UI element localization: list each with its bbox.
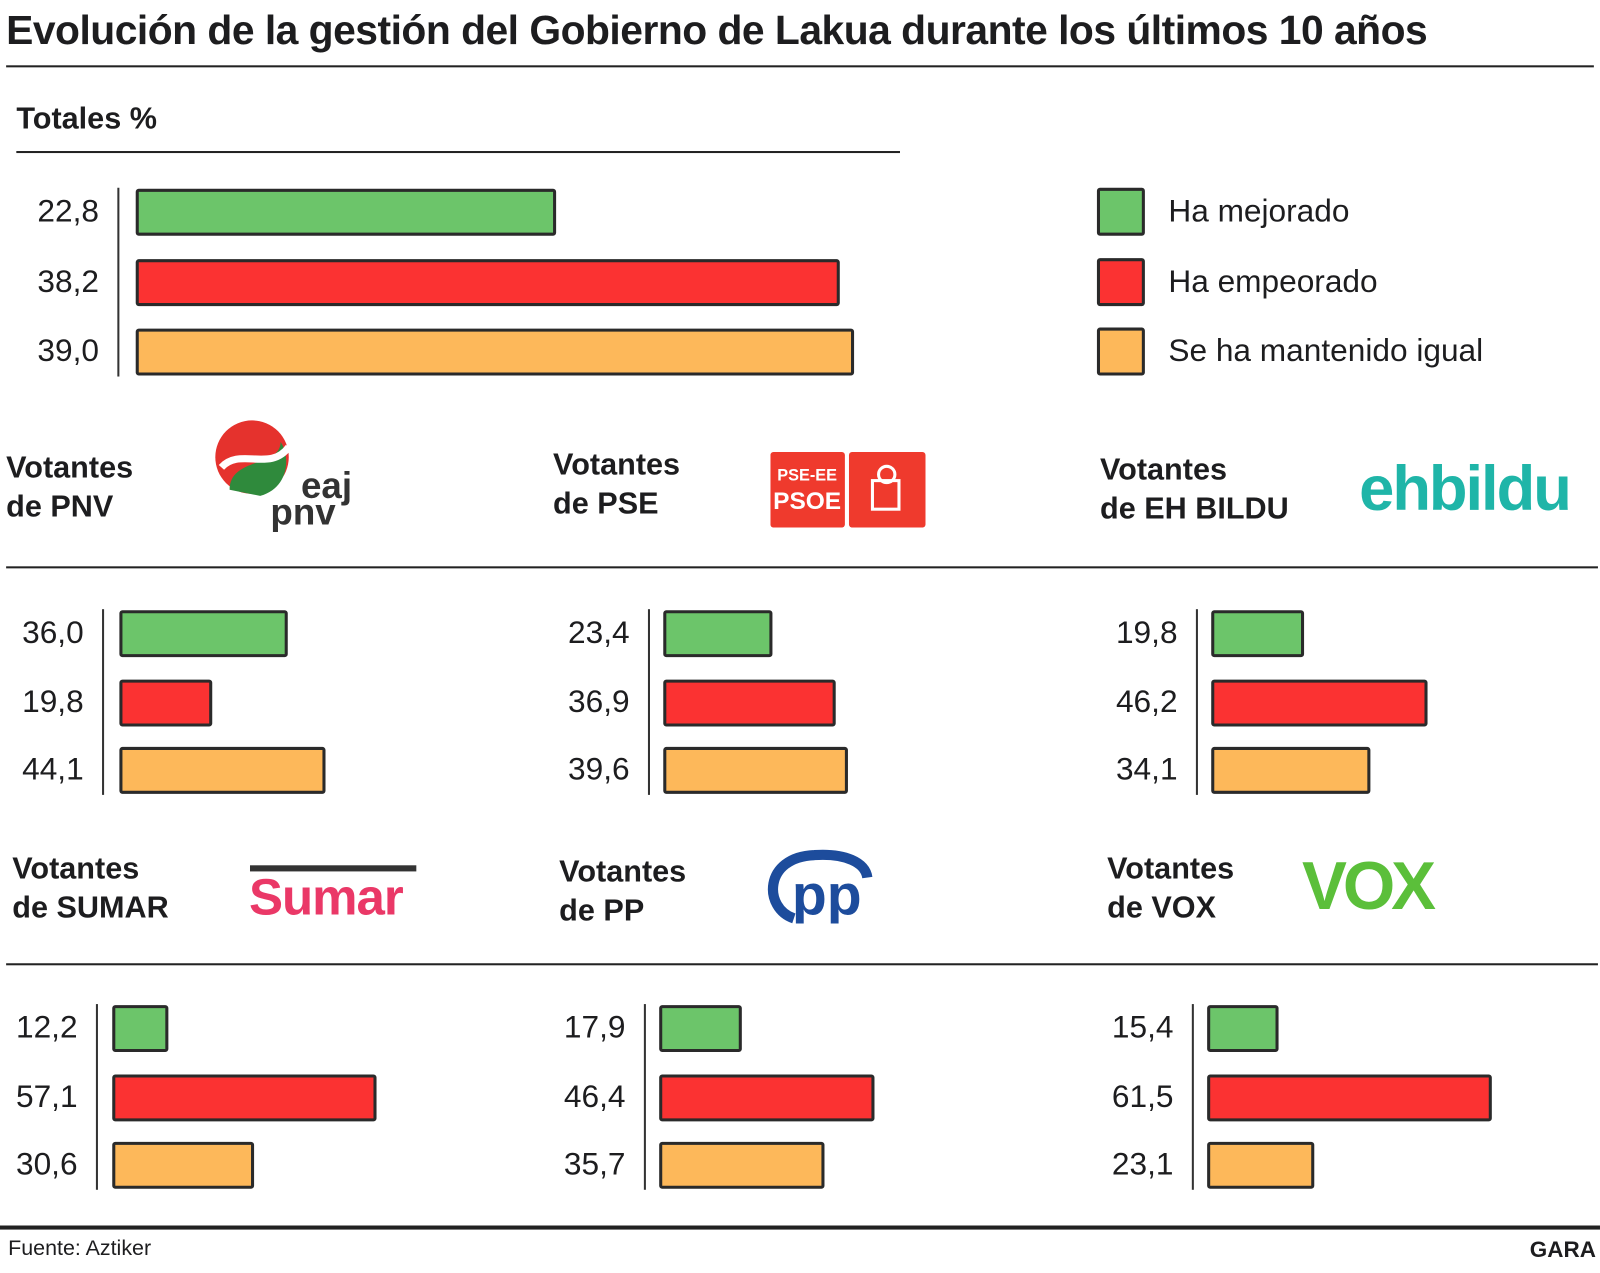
group-title-line: Votantes xyxy=(1107,852,1235,886)
group-title-line: de VOX xyxy=(1107,890,1217,925)
bar-mejorado xyxy=(1207,1005,1279,1053)
axis-line-3 xyxy=(1195,609,1198,795)
bar-igual xyxy=(1207,1141,1315,1189)
bar-mejorado xyxy=(119,610,288,658)
value-label: 12,2 xyxy=(15,1009,78,1045)
svg-text:pp: pp xyxy=(792,863,862,923)
footer-divider xyxy=(0,1225,1600,1230)
pnv-logo: eaj pnv xyxy=(215,420,352,532)
value-label: 38,2 xyxy=(37,263,99,299)
value-label: 22,8 xyxy=(37,192,99,229)
group-title: Votantes de PSE xyxy=(553,446,680,524)
svg-text:pnv: pnv xyxy=(270,491,336,532)
axis-line-6 xyxy=(1191,1004,1194,1190)
svg-text:PSOE: PSOE xyxy=(773,488,841,515)
group-title: Votantes de SUMAR xyxy=(12,850,168,928)
bar-empeorado xyxy=(659,1074,875,1122)
group-title-line: Votantes xyxy=(1099,453,1227,487)
group-title-line: Votantes xyxy=(553,447,681,482)
value-label: 46,4 xyxy=(563,1078,626,1115)
sumar-logo-bar xyxy=(249,865,417,872)
value-label: 57,1 xyxy=(15,1078,78,1115)
pp-logo: pp xyxy=(767,849,873,923)
bar-igual xyxy=(119,746,326,794)
bar-empeorado xyxy=(135,259,840,307)
totals-divider xyxy=(16,151,900,154)
totals-heading: Totales % xyxy=(16,102,157,136)
title-divider xyxy=(6,65,1594,68)
group-title-line: de EH BILDU xyxy=(1099,491,1289,526)
bar-igual xyxy=(1211,746,1371,794)
bar-empeorado xyxy=(1207,1074,1493,1122)
value-label: 15,4 xyxy=(1111,1009,1174,1045)
value-label: 61,5 xyxy=(1111,1078,1174,1115)
value-label: 17,9 xyxy=(563,1009,626,1045)
svg-text:PSE-EE: PSE-EE xyxy=(777,467,837,485)
group-title-line: de PNV xyxy=(6,489,114,524)
bar-empeorado xyxy=(112,1074,377,1122)
value-label: 46,2 xyxy=(1115,683,1178,720)
value-label: 44,1 xyxy=(22,751,84,787)
legend-swatch-mejorado xyxy=(1096,187,1145,236)
bar-empeorado xyxy=(1211,679,1428,727)
bar-mejorado xyxy=(112,1005,169,1053)
bar-igual xyxy=(135,328,855,376)
value-label: 23,4 xyxy=(568,614,630,650)
group-title-line: Votantes xyxy=(6,451,134,485)
value-label: 19,8 xyxy=(22,683,84,720)
group-title: Votantes de PNV xyxy=(6,449,133,527)
group-title: Votantes de VOX xyxy=(1107,850,1234,928)
group-title-line: Votantes xyxy=(12,852,140,886)
source-note: Fuente: Aztiker xyxy=(8,1236,152,1261)
vox-logo: VOX xyxy=(1302,847,1436,924)
legend-swatch-empeorado xyxy=(1096,258,1145,307)
bar-empeorado xyxy=(663,679,836,727)
axis-line-1 xyxy=(102,609,105,795)
group-title-line: de PSE xyxy=(553,486,659,521)
group-title-line: de SUMAR xyxy=(12,890,169,925)
psoe-logo: PSE-EE PSOE xyxy=(770,452,926,528)
value-label: 19,8 xyxy=(1115,614,1178,650)
bar-igual xyxy=(659,1141,825,1189)
value-label: 34,1 xyxy=(1115,751,1178,787)
value-label: 36,0 xyxy=(22,614,84,650)
sumar-logo: Sumar xyxy=(248,868,404,926)
svg-text:eaj: eaj xyxy=(301,465,352,506)
bar-igual xyxy=(663,746,849,794)
axis-line-2 xyxy=(647,609,650,795)
value-label: 39,0 xyxy=(37,332,99,369)
value-label: 39,6 xyxy=(568,751,630,787)
group-title: Votantes de EH BILDU xyxy=(1100,451,1289,529)
ehbildu-logo: ehbildu xyxy=(1359,454,1572,525)
bar-mejorado xyxy=(135,188,556,236)
group-title: Votantes de PP xyxy=(559,853,686,931)
legend-label-igual: Se ha mantenido igual xyxy=(1168,332,1484,369)
axis-line-0 xyxy=(117,187,120,377)
value-label: 23,1 xyxy=(1111,1145,1174,1182)
brand-logo: GARA xyxy=(1529,1236,1596,1263)
group-title-line: Votantes xyxy=(559,855,687,889)
section-divider-1 xyxy=(6,566,1598,569)
bar-mejorado xyxy=(659,1005,743,1053)
value-label: 36,9 xyxy=(568,683,630,720)
value-label: 35,7 xyxy=(563,1145,626,1182)
axis-line-4 xyxy=(95,1004,98,1190)
section-divider-2 xyxy=(6,963,1598,966)
legend-swatch-igual xyxy=(1096,327,1145,376)
legend-label-mejorado: Ha mejorado xyxy=(1168,192,1350,229)
legend-label-empeorado: Ha empeorado xyxy=(1168,263,1378,299)
bar-mejorado xyxy=(663,610,773,658)
page-title: Evolución de la gestión del Gobierno de … xyxy=(6,8,1428,54)
bar-mejorado xyxy=(1211,610,1304,658)
value-label: 30,6 xyxy=(15,1145,78,1182)
bar-empeorado xyxy=(119,679,212,727)
group-title-line: de PP xyxy=(559,893,645,928)
axis-line-5 xyxy=(643,1004,646,1190)
bar-igual xyxy=(112,1141,254,1189)
